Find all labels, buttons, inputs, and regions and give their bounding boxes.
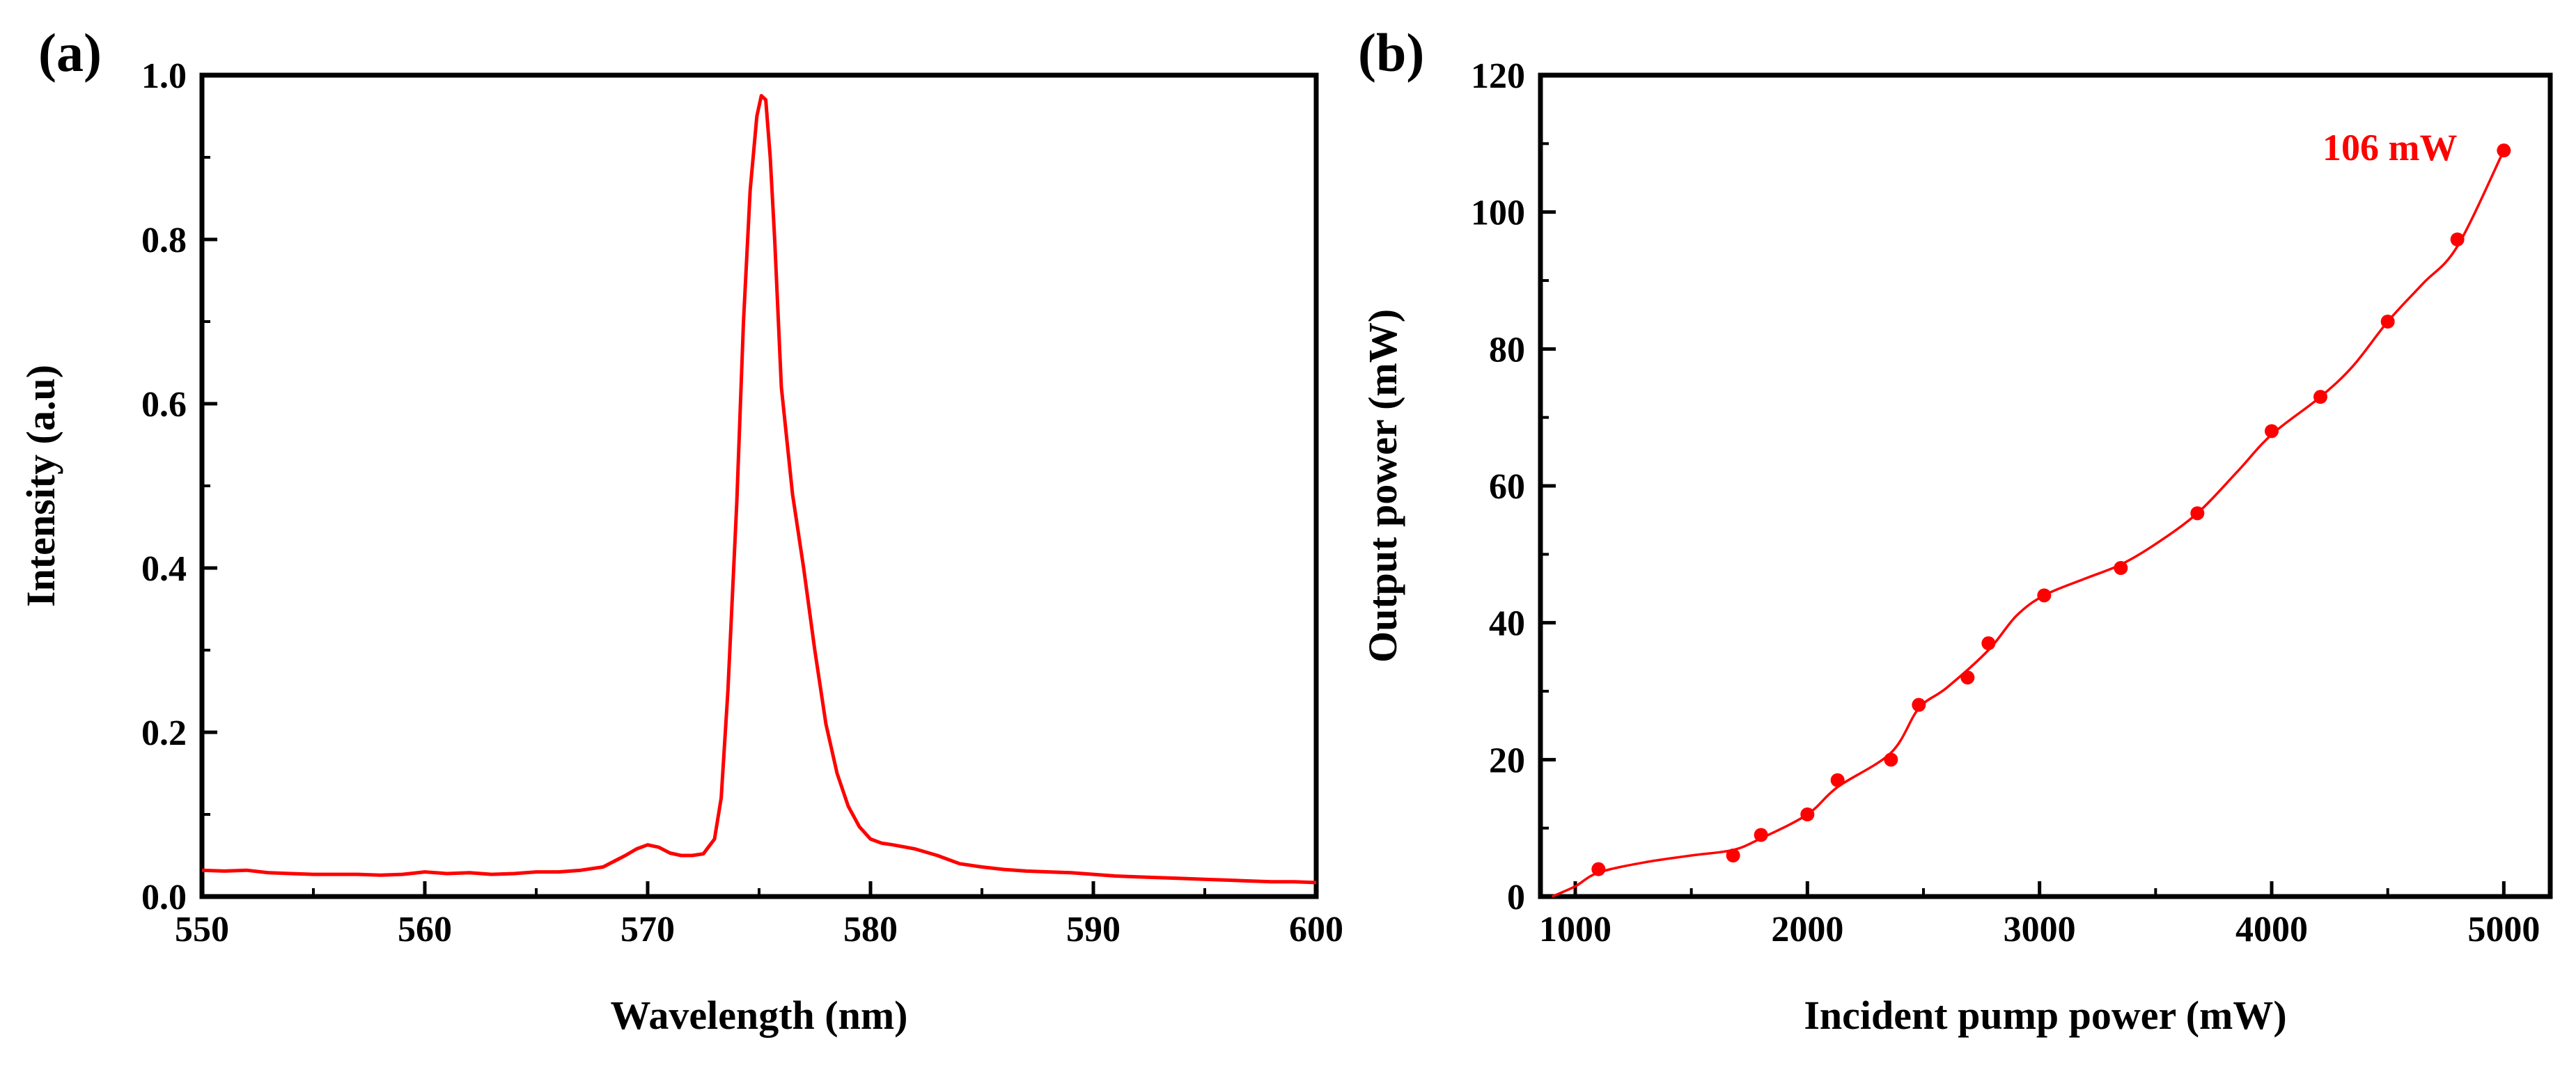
panel-a-x-tick-label: 570 (620, 910, 675, 949)
panel-b-data-point (2313, 390, 2327, 404)
panel-b-data-point (2114, 561, 2128, 575)
panel-a-x-tick-label: 550 (175, 910, 229, 949)
panel-b-data-point (1800, 807, 1815, 821)
panel-b-data-points (1591, 143, 2511, 876)
panel-a-x-tick-label: 560 (398, 910, 452, 949)
panel-a-x-axis-label: Wavelength (nm) (611, 993, 908, 1038)
panel-a-y-tick-label: 0.4 (141, 549, 187, 589)
panel-a-label: (a) (38, 22, 102, 83)
panel-b-fit-curve (1551, 150, 2505, 898)
panel-b-y-axis-label: Output power (mW) (1360, 309, 1405, 663)
panel-b-power-chart: (b) 1000 2000 3000 4000 5000020406080100120 … (1358, 22, 2553, 1038)
panel-b-x-tick-label: 2000 (1771, 910, 1843, 949)
panel-a-ticks: 550 560 570 580 590 600 0.0 0.2 0.4 0.6 0.8 1.0 (141, 56, 1343, 949)
panel-a-y-tick-label: 0.2 (141, 713, 187, 753)
panel-b-data-point (1726, 849, 1740, 862)
panel-b-data-point (2497, 143, 2511, 158)
panel-b-data-point (2450, 232, 2465, 246)
panel-a-y-tick-label: 0.6 (141, 385, 187, 425)
panel-b-x-tick-label: 4000 (2235, 910, 2308, 949)
panel-b-annotation: 106 mW (2323, 127, 2457, 168)
panel-b-ticks: 1000 2000 3000 4000 5000 0 20 40 60 80 100 120 (1471, 56, 2540, 949)
panel-b-y-tick-label: 120 (1471, 56, 1525, 96)
panel-b-y-tick-label: 20 (1489, 741, 1525, 780)
panel-b-data-point (2037, 588, 2052, 603)
panel-b-y-tick-label: 40 (1489, 604, 1525, 644)
panel-b-data-point (1830, 773, 1845, 787)
panel-b-y-tick-label: 80 (1489, 330, 1525, 370)
panel-b-x-tick-label: 3000 (2004, 910, 2076, 949)
panel-b-x-axis-label: Incident pump power (mW) (1804, 993, 2286, 1038)
panel-a-y-tick-label: 0.8 (141, 221, 187, 260)
panel-a-x-tick-label: 580 (843, 910, 898, 949)
panel-a-x-tick-label: 600 (1289, 910, 1343, 949)
panel-b-data-point (2190, 506, 2205, 521)
panel-a-spectrum-chart: (a) 550 560 570 580 590 600 0.0 0.2 0.4 0.6 0.8 1.0… (18, 22, 1343, 1038)
panel-b-y-tick-label: 100 (1471, 194, 1525, 233)
panel-a-spectrum-line (201, 94, 1317, 885)
panel-b-data-point (1754, 828, 1768, 842)
panel-b-data-point (1591, 862, 1606, 876)
panel-b-data-point (1981, 636, 1996, 651)
panel-b-data-point (1960, 670, 1975, 685)
panel-b-data-point (2380, 315, 2395, 329)
panel-a-plot-frame (199, 72, 1319, 899)
panel-a-y-tick-label: 0.0 (141, 878, 187, 917)
panel-b-x-tick-label: 5000 (2467, 910, 2540, 949)
panel-b-y-tick-label: 0 (1507, 878, 1525, 917)
panel-b-x-tick-label: 1000 (1539, 910, 1611, 949)
panel-a-y-axis-label: Intensity (a.u) (18, 365, 63, 607)
panel-b-y-tick-label: 60 (1489, 467, 1525, 507)
panel-b-label: (b) (1358, 22, 1424, 83)
panel-b-data-point (1912, 697, 1926, 712)
panel-a-x-tick-label: 590 (1066, 910, 1121, 949)
panel-b-data-point (1884, 752, 1898, 767)
panel-a-y-tick-label: 1.0 (141, 56, 187, 96)
panel-b-data-point (2265, 424, 2279, 439)
panel-b-plot-frame (1538, 72, 2553, 899)
